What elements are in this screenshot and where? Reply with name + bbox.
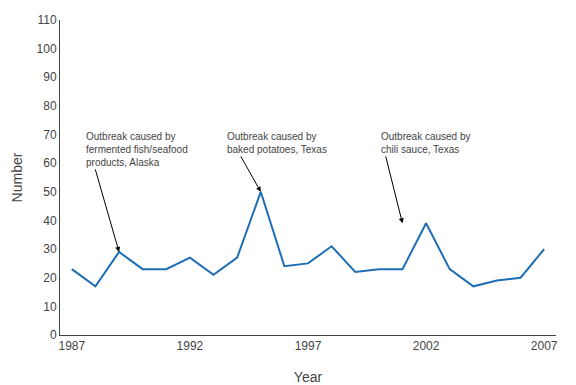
svg-text:Outbreak caused byfermented fi: Outbreak caused byfermented fish/seafood…: [86, 131, 188, 168]
svg-text:110: 110: [37, 13, 56, 27]
svg-text:60: 60: [43, 156, 57, 170]
svg-text:Number: Number: [9, 152, 25, 202]
svg-text:30: 30: [43, 242, 57, 256]
svg-text:40: 40: [43, 214, 57, 228]
svg-text:90: 90: [43, 70, 57, 84]
svg-text:1997: 1997: [295, 339, 322, 353]
svg-text:Outbreak caused bybaked potato: Outbreak caused bybaked potatoes, Texas: [227, 131, 327, 155]
svg-text:0: 0: [50, 328, 57, 342]
svg-text:20: 20: [43, 271, 57, 285]
svg-text:50: 50: [43, 185, 57, 199]
svg-text:1987: 1987: [58, 339, 85, 353]
svg-text:10: 10: [43, 300, 57, 314]
svg-text:Outbreak caused bychili sauce,: Outbreak caused bychili sauce, Texas: [381, 131, 471, 155]
svg-text:1992: 1992: [177, 339, 204, 353]
svg-text:70: 70: [43, 128, 57, 142]
svg-text:2002: 2002: [413, 339, 440, 353]
svg-text:2007: 2007: [531, 339, 558, 353]
svg-text:100: 100: [37, 42, 57, 56]
svg-text:80: 80: [43, 99, 57, 113]
svg-text:Year: Year: [294, 369, 323, 385]
